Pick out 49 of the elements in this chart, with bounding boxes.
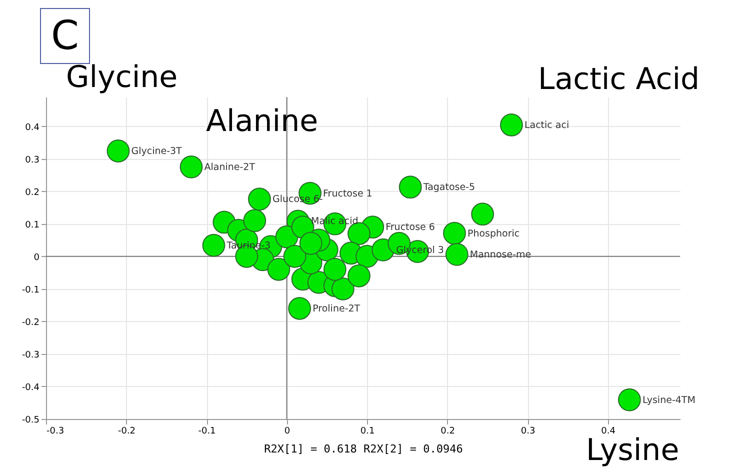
y-tick-label: 0.4: [25, 122, 40, 133]
y-tick-label: -0.4: [22, 382, 40, 393]
y-tick-label: -0.1: [22, 285, 40, 296]
annotation: Tagatose-5: [422, 182, 476, 194]
y-tick-label: -0.2: [22, 318, 40, 328]
point: [299, 232, 322, 255]
annotation: Alanine: [206, 104, 318, 139]
point: [398, 176, 422, 199]
x-tick-label: 0.1: [360, 426, 375, 436]
point: [500, 114, 523, 136]
y-tick-label: -0.5: [22, 416, 40, 426]
point: [106, 140, 130, 162]
point: [618, 388, 641, 412]
y-tick-label: 0.2: [25, 188, 40, 198]
point: [248, 188, 271, 211]
point: [243, 209, 266, 232]
annotation: Phosphoric: [467, 228, 520, 240]
x-tick-label: -0.3: [46, 426, 64, 436]
annotation: Fructose 6: [386, 222, 435, 234]
point: [445, 242, 468, 266]
y-tick-label: 0.1: [25, 220, 40, 230]
point: [180, 155, 203, 178]
point: [443, 222, 466, 245]
x-axis-title: R2X[1] = 0.618 R2X[2] = 0.0946: [264, 442, 463, 456]
chart-title: C: [51, 13, 79, 59]
x-tick-label: 0: [284, 426, 290, 436]
x-tick-label: 0.2: [440, 426, 455, 436]
x-tick-label: 0.3: [520, 426, 536, 436]
point: [323, 258, 346, 281]
x-tick-label: -0.1: [198, 426, 216, 436]
point: [283, 244, 306, 268]
point: [331, 277, 354, 300]
y-tick-label: 0.3: [25, 155, 40, 166]
annotation: Glycine-3T: [131, 146, 182, 157]
point: [288, 296, 312, 320]
y-tick-label: -0.3: [22, 350, 40, 360]
point: [202, 234, 226, 257]
text: Glycine: [66, 60, 178, 95]
annotation: Fructose 1: [323, 188, 372, 200]
x-tick-label: -0.2: [118, 426, 136, 436]
point: [267, 258, 290, 281]
point: [471, 202, 494, 226]
y-tick-label: 0: [34, 252, 40, 263]
annotation: Proline-2T: [312, 303, 360, 314]
annotation: Lysine-4TM: [642, 394, 696, 406]
annotation: Lactic aci: [524, 120, 570, 131]
point: [348, 264, 370, 288]
annotation: Alanine-2T: [204, 162, 256, 173]
text: Lactic Acid: [538, 62, 700, 97]
